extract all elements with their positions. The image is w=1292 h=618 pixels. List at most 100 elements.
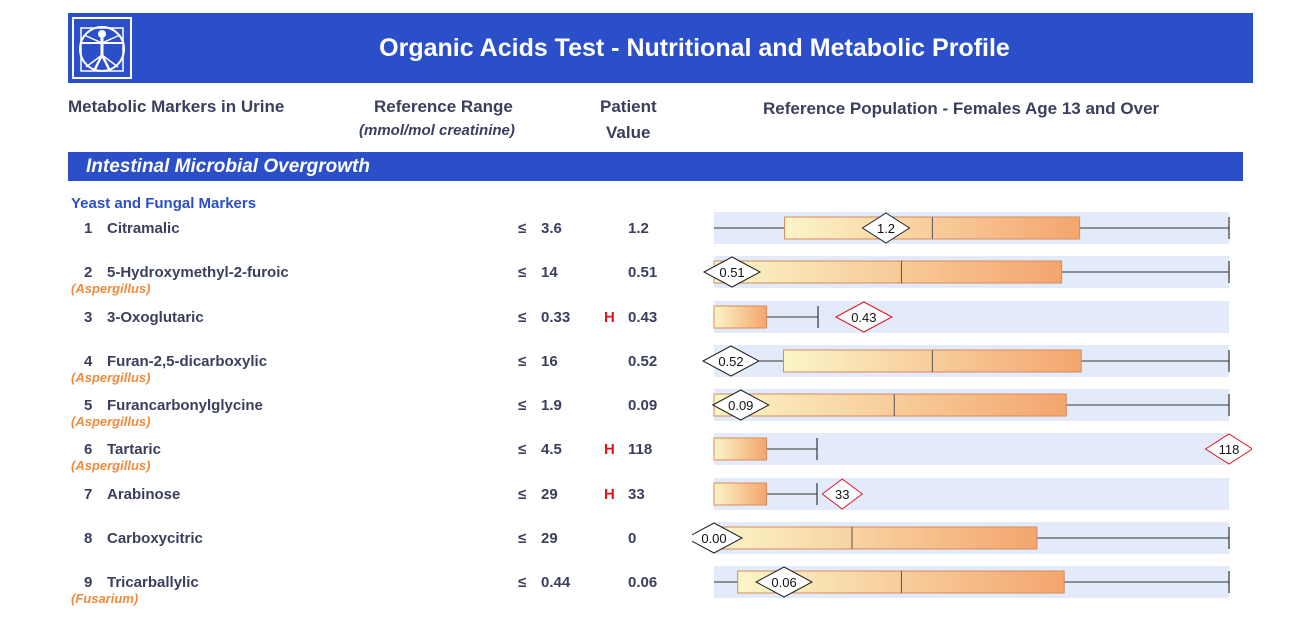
marker-organism: (Aspergillus) — [71, 281, 151, 296]
reference-value: 29 — [541, 530, 558, 547]
patient-marker-label: 33 — [835, 487, 849, 502]
marker-number: 7 — [84, 486, 93, 503]
marker-number: 9 — [84, 574, 93, 591]
interquartile-box — [713, 305, 768, 329]
marker-row: 4 Furan-2,5-dicarboxylic (Aspergillus) ≤16 0… — [0, 345, 1292, 397]
patient-marker-label: 0.43 — [851, 310, 876, 325]
reference-population-header: Reference Population - Females Age 13 an… — [763, 99, 1160, 118]
marker-row: 7 Arabinose ≤29 H 33 33 — [0, 478, 1292, 530]
population-plot: 33 — [713, 478, 1229, 510]
population-plot: 0.51 — [702, 256, 1230, 288]
marker-number: 8 — [84, 530, 93, 547]
interquartile-box — [713, 526, 1038, 550]
patient-marker-label: 0.06 — [771, 575, 796, 590]
marker-number: 5 — [84, 397, 93, 414]
reference-value: 16 — [541, 353, 558, 370]
patient-marker-label: 0.09 — [728, 398, 753, 413]
marker-row: 1 Citramalic ≤3.6 1.2 1.2 — [0, 212, 1292, 264]
high-flag: H — [604, 486, 615, 503]
marker-name: Arabinose — [107, 486, 181, 503]
patient-value: 0.52 — [628, 353, 658, 370]
patient-value: 0.06 — [628, 574, 658, 591]
population-plot: 118 — [713, 433, 1252, 465]
reference-value: 3.6 — [541, 220, 562, 237]
marker-name: Citramalic — [107, 220, 180, 237]
patient-value: 0.51 — [628, 264, 658, 281]
marker-number: 3 — [84, 309, 93, 326]
patient-marker-diamond — [834, 301, 893, 333]
interquartile-box — [713, 437, 768, 461]
population-plot: 1.2 — [714, 212, 1230, 244]
patient-value: 118 — [628, 441, 653, 458]
marker-number: 6 — [84, 441, 93, 458]
reference-value: 0.44 — [541, 574, 571, 591]
section-header-bar: Intestinal Microbial Overgrowth — [68, 152, 1243, 181]
population-plot: 0.43 — [713, 301, 1229, 333]
leq-symbol: ≤ — [518, 264, 527, 281]
marker-name: 3-Oxoglutaric — [107, 309, 204, 326]
leq-symbol: ≤ — [518, 486, 527, 503]
marker-name: Furan-2,5-dicarboxylic — [107, 353, 268, 370]
vitruvian-man-icon — [79, 26, 125, 72]
reference-value: 0.33 — [541, 309, 571, 326]
reference-units-header: (mmol/mol creatinine) — [359, 122, 515, 139]
patient-marker-diamond — [701, 345, 761, 377]
marker-name: Tricarballylic — [107, 574, 199, 591]
section-title: Intestinal Microbial Overgrowth — [86, 156, 370, 177]
interquartile-box — [737, 570, 1065, 594]
subsection-title: Yeast and Fungal Markers — [71, 195, 257, 212]
leq-symbol: ≤ — [518, 309, 527, 326]
patient-value: 1.2 — [628, 220, 649, 237]
leq-symbol: ≤ — [518, 397, 527, 414]
marker-number: 2 — [84, 264, 93, 281]
marker-name: Carboxycitric — [107, 530, 203, 547]
patient-marker-diamond — [1204, 433, 1252, 465]
patient-value: 0 — [628, 530, 637, 547]
population-plot: 0.00 — [692, 522, 1230, 554]
reference-value: 29 — [541, 486, 558, 503]
marker-row: 8 Carboxycitric ≤29 0 0.00 — [0, 522, 1292, 574]
markers-column-header: Metabolic Markers in Urine — [68, 97, 285, 116]
reference-range-header: Reference Range — [374, 97, 513, 116]
patient-value: 33 — [628, 486, 645, 503]
patient-marker-diamond — [754, 566, 814, 598]
reference-value: 4.5 — [541, 441, 562, 458]
marker-name: Furancarbonylglycine — [107, 397, 263, 414]
marker-row: 9 Tricarballylic (Fusarium) ≤0.44 0.06 0.06 — [0, 566, 1292, 618]
marker-number: 4 — [84, 353, 93, 370]
report-banner: Organic Acids Test - Nutritional and Met… — [68, 13, 1253, 83]
interquartile-box — [713, 260, 1063, 284]
patient-marker-diamond — [861, 212, 911, 244]
patient-marker-label: 0.51 — [719, 265, 744, 280]
patient-marker-diamond — [692, 522, 744, 554]
value-header: Value — [606, 123, 651, 142]
marker-name: Tartaric — [107, 441, 161, 458]
leq-symbol: ≤ — [518, 220, 527, 237]
marker-name: 5-Hydroxymethyl-2-furoic — [107, 264, 289, 281]
high-flag: H — [604, 309, 615, 326]
patient-marker-label: 0.00 — [701, 531, 726, 546]
population-plot: 0.06 — [714, 566, 1230, 598]
patient-marker-label: 0.52 — [718, 354, 743, 369]
marker-row: 6 Tartaric (Aspergillus) ≤4.5 H 118 118 — [0, 433, 1292, 485]
marker-row: 5 Furancarbonylglycine (Aspergillus) ≤1.9 0.… — [0, 389, 1292, 441]
interquartile-box — [713, 482, 768, 506]
leq-symbol: ≤ — [518, 441, 527, 458]
patient-value: 0.09 — [628, 397, 658, 414]
reference-value: 14 — [541, 264, 558, 281]
marker-organism: (Aspergillus) — [71, 370, 151, 385]
population-plot: 0.52 — [701, 345, 1230, 377]
patient-marker-diamond — [702, 256, 762, 288]
patient-header: Patient — [600, 97, 657, 116]
leq-symbol: ≤ — [518, 353, 527, 370]
reference-value: 1.9 — [541, 397, 562, 414]
high-flag: H — [604, 441, 615, 458]
marker-row: 2 5-Hydroxymethyl-2-furoic (Aspergillus) ≤1… — [0, 256, 1292, 308]
population-plot: 0.09 — [711, 389, 1230, 421]
leq-symbol: ≤ — [518, 530, 527, 547]
vitruvian-logo — [68, 13, 136, 83]
marker-number: 1 — [84, 220, 93, 237]
patient-marker-label: 1.2 — [877, 221, 895, 236]
marker-organism: (Fusarium) — [71, 591, 139, 606]
patient-value: 0.43 — [628, 309, 658, 326]
